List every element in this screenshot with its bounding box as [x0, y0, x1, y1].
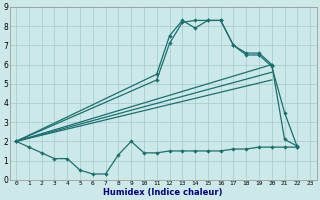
- X-axis label: Humidex (Indice chaleur): Humidex (Indice chaleur): [103, 188, 223, 197]
